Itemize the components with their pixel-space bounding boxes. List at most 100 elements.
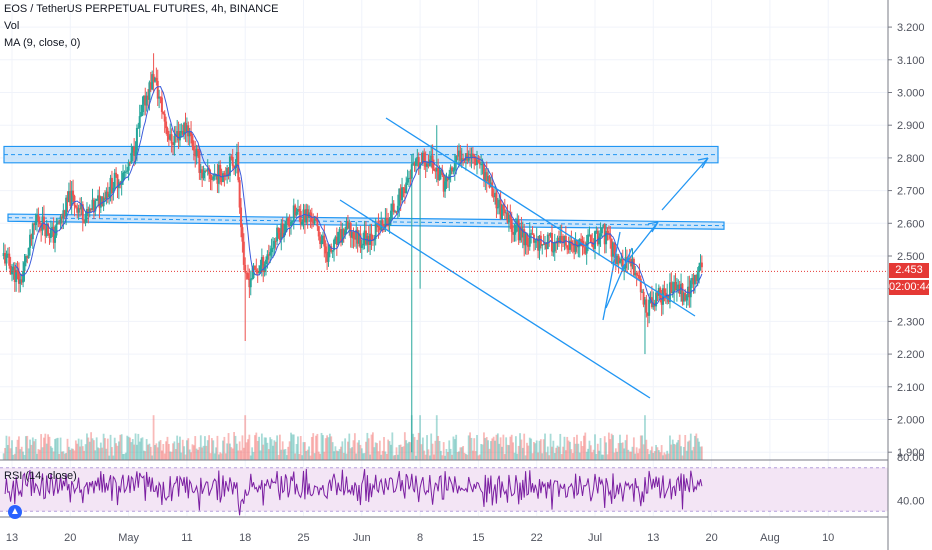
volume-bar	[628, 451, 631, 460]
candle-body	[435, 167, 438, 172]
volume-bar	[206, 440, 209, 460]
candle-body	[323, 235, 326, 247]
candle-body	[471, 153, 474, 155]
candle-body	[201, 169, 204, 179]
volume-bar	[116, 445, 119, 460]
volume-bar	[437, 435, 440, 460]
volume-bar	[574, 443, 577, 460]
volume-bar	[652, 452, 655, 460]
rsi-tick-label: 40.00	[897, 495, 925, 507]
candle-body	[445, 176, 448, 182]
volume-bar	[141, 437, 144, 460]
volume-bar	[262, 444, 265, 460]
volume-bar	[323, 451, 326, 460]
candle-body	[291, 221, 294, 223]
volume-bar	[101, 447, 104, 460]
volume-bar	[627, 449, 630, 460]
candle-body	[197, 148, 200, 151]
y-tick-label: 2.900	[897, 120, 925, 132]
volume-bar	[306, 449, 309, 460]
volume-bar	[360, 448, 363, 460]
candle-body	[660, 298, 663, 305]
volume-bar	[562, 446, 564, 460]
volume-bar	[616, 451, 619, 460]
volume-bar	[344, 438, 347, 460]
candle-body	[219, 164, 222, 179]
volume-bar	[691, 450, 694, 460]
ma-legend[interactable]: MA (9, close, 0)	[4, 37, 81, 49]
volume-bar	[165, 441, 167, 460]
volume-bar	[145, 439, 148, 460]
volume-bar	[74, 440, 77, 460]
settings-icon[interactable]: ▲	[8, 505, 22, 519]
candle-body	[180, 130, 183, 134]
volume-bar	[417, 432, 420, 460]
y-tick-label: 2.100	[897, 382, 925, 394]
rsi-legend[interactable]: RSI (14, close)	[4, 470, 77, 482]
volume-bar	[43, 437, 45, 460]
volume-bar	[698, 441, 701, 460]
volume-bar	[538, 440, 541, 460]
volume-bar	[689, 433, 692, 460]
candle-body	[549, 233, 552, 236]
volume-bar	[685, 450, 688, 460]
volume-bar	[449, 448, 452, 460]
volume-bar	[514, 436, 517, 460]
candle-body	[162, 111, 165, 114]
candle-body	[319, 236, 322, 245]
volume-bar	[19, 449, 22, 460]
volume-bar	[528, 437, 531, 460]
candle-body	[484, 172, 487, 181]
volume-bar	[106, 438, 109, 460]
candle-body	[502, 204, 505, 210]
volume-bar	[353, 433, 356, 460]
volume-legend[interactable]: Vol	[4, 20, 20, 32]
volume-bar	[87, 437, 90, 460]
volume-bar	[412, 433, 415, 460]
volume-bar	[36, 453, 38, 460]
candle-body	[270, 248, 273, 253]
volume-bar	[398, 444, 401, 460]
candle-body	[494, 192, 497, 197]
candle-body	[113, 172, 116, 188]
arrow-head	[651, 221, 659, 233]
volume-bar	[585, 451, 588, 460]
candle-body	[363, 230, 366, 244]
candle-body	[667, 294, 670, 302]
volume-bar	[180, 452, 183, 460]
volume-bar	[603, 436, 606, 460]
candle-body	[693, 275, 696, 285]
volume-bar	[598, 450, 601, 460]
candle-body	[337, 231, 340, 245]
candle-body	[262, 257, 265, 272]
volume-bar	[587, 448, 589, 460]
candle-body	[698, 265, 701, 273]
candle-body	[548, 234, 551, 236]
volume-bar	[51, 447, 54, 460]
candle-body	[344, 230, 347, 236]
volume-bar	[489, 441, 492, 460]
candle-body	[69, 191, 72, 206]
candle-body	[49, 229, 52, 239]
candle-body	[195, 148, 198, 157]
volume-bar	[154, 445, 156, 460]
volume-bar	[94, 450, 97, 460]
volume-bar	[248, 434, 251, 460]
volume-bar	[31, 437, 34, 460]
candle-body	[638, 275, 641, 279]
candle-body	[187, 125, 190, 137]
x-tick-label: 10	[822, 532, 834, 544]
volume-bar	[578, 452, 581, 460]
volume-bar	[358, 440, 360, 460]
candle-body	[210, 178, 213, 180]
volume-bar	[642, 444, 645, 460]
symbol-title[interactable]: EOS / TetherUS PERPETUAL FUTURES, 4h, BI…	[4, 3, 279, 15]
candle-body	[155, 77, 158, 81]
volume-bar	[337, 451, 340, 460]
candle-body	[620, 259, 623, 261]
volume-bar	[309, 455, 312, 460]
volume-bar	[65, 452, 68, 460]
volume-bar	[423, 450, 426, 460]
volume-bar	[560, 454, 563, 460]
